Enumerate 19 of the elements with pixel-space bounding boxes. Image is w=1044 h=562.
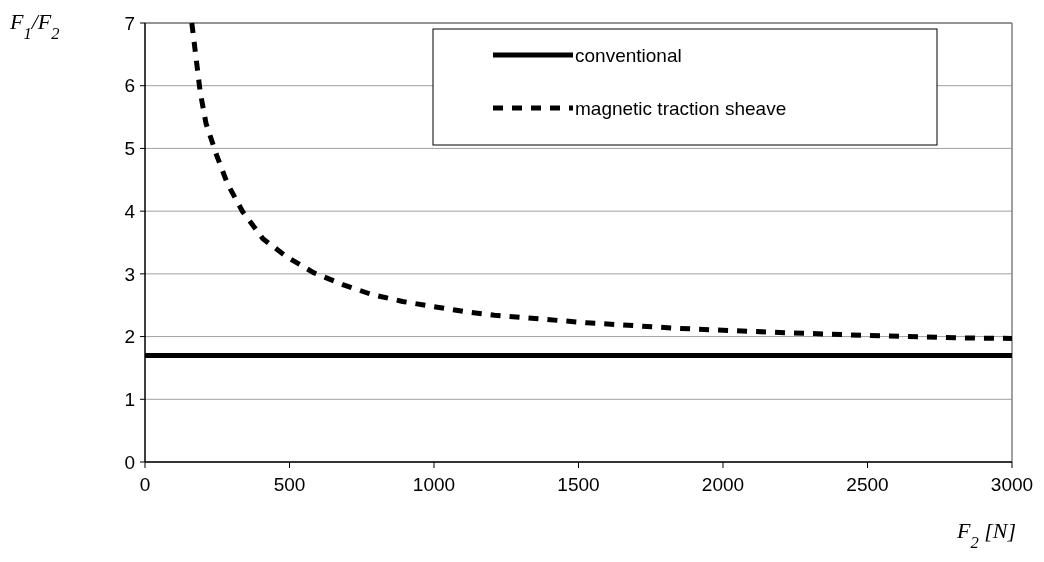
x-tick-label: 500 xyxy=(273,474,306,495)
y-tick-label: 6 xyxy=(124,75,135,97)
y-tick-label: 4 xyxy=(124,200,136,222)
x-tick-label: 2500 xyxy=(846,474,889,495)
y-tick-label: 3 xyxy=(124,263,135,285)
y-tick-label: 0 xyxy=(124,451,135,473)
y-tick-label: 5 xyxy=(124,138,135,160)
x-tick-label: 1000 xyxy=(412,474,456,495)
legend-label: magnetic traction sheave xyxy=(575,97,787,119)
x-tick-label: 1500 xyxy=(557,474,600,495)
x-tick-label: 2000 xyxy=(701,474,745,495)
x-axis-title: F$_{2}$ [N] xyxy=(956,518,1016,552)
y-tick-label: 1 xyxy=(124,388,135,410)
y-tick-label: 7 xyxy=(124,12,135,34)
x-tick-label: 3000 xyxy=(990,474,1034,495)
x-tick-label: 0 xyxy=(139,474,151,495)
y-axis-title: F$_{1}$/F$_{2}$ xyxy=(9,9,60,43)
y-tick-label: 2 xyxy=(124,326,135,348)
legend-label: conventional xyxy=(575,44,682,66)
